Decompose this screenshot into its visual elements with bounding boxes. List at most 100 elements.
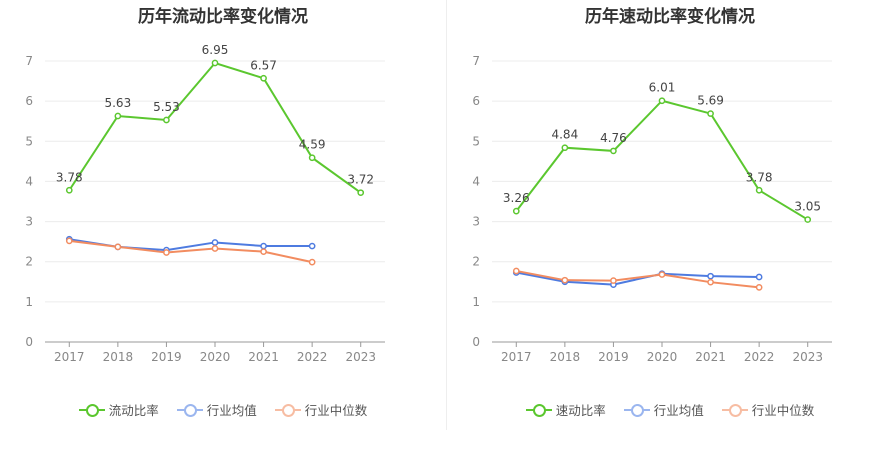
data-label: 3.78 bbox=[746, 170, 773, 184]
data-label: 3.05 bbox=[794, 200, 821, 214]
data-point bbox=[211, 239, 219, 246]
data-point bbox=[755, 273, 763, 281]
data-label: 4.59 bbox=[299, 138, 326, 152]
data-point bbox=[658, 271, 666, 278]
data-label: 6.01 bbox=[649, 81, 676, 95]
panel-divider bbox=[446, 0, 447, 430]
data-label: 5.63 bbox=[104, 96, 131, 110]
y-tick-label: 7 bbox=[25, 54, 33, 68]
series-line bbox=[68, 61, 362, 194]
x-tick-label: 2019 bbox=[151, 350, 182, 364]
y-tick-label: 3 bbox=[472, 215, 480, 229]
x-tick-label: 2020 bbox=[200, 350, 231, 364]
data-point bbox=[163, 249, 170, 256]
data-point bbox=[163, 116, 170, 124]
series-line bbox=[516, 269, 760, 289]
x-tick-label: 2023 bbox=[792, 350, 823, 364]
legend-line-circle-icon bbox=[525, 403, 552, 417]
series-line bbox=[515, 99, 809, 221]
data-label: 6.95 bbox=[202, 43, 229, 57]
data-point bbox=[561, 276, 569, 284]
data-point bbox=[707, 272, 714, 280]
y-tick-label: 4 bbox=[472, 174, 480, 188]
current-ratio-plot: 0 1 2 3 4 5 6 7 2017 2018 2019 2020 2021 2022 2023 3.78… bbox=[25, 43, 385, 364]
legend-label: 行业中位数 bbox=[751, 403, 815, 418]
legend-line-circle-icon bbox=[176, 403, 203, 417]
data-point bbox=[658, 97, 666, 105]
x-tick-label: 2019 bbox=[598, 350, 629, 364]
y-tick-label: 0 bbox=[25, 335, 33, 349]
chart-legend: 速动比率 行业均值 行业中位数 bbox=[447, 400, 893, 419]
y-tick-label: 1 bbox=[25, 295, 33, 309]
data-point bbox=[65, 186, 73, 194]
chart-title: 历年速动比率变化情况 bbox=[585, 7, 755, 27]
chart-legend: 流动比率 行业均值 行业中位数 bbox=[0, 400, 446, 419]
data-label: 3.78 bbox=[56, 170, 83, 184]
y-tick-label: 6 bbox=[472, 94, 480, 108]
data-point bbox=[357, 189, 365, 197]
data-point bbox=[260, 74, 267, 82]
data-point bbox=[707, 110, 714, 117]
y-tick-label: 0 bbox=[472, 335, 480, 349]
data-point bbox=[308, 242, 316, 250]
legend-line-circle-icon bbox=[623, 403, 650, 417]
x-tick-label: 2023 bbox=[345, 350, 376, 364]
y-tick-label: 2 bbox=[25, 255, 33, 269]
data-point bbox=[512, 267, 520, 275]
data-label: 5.69 bbox=[697, 94, 724, 108]
data-label: 3.26 bbox=[503, 191, 530, 205]
data-point bbox=[755, 284, 763, 291]
y-tick-label: 4 bbox=[25, 174, 33, 188]
data-point bbox=[755, 186, 763, 194]
data-point bbox=[211, 245, 219, 252]
legend-line-circle-icon bbox=[274, 403, 301, 417]
data-point bbox=[561, 144, 569, 152]
data-point bbox=[512, 207, 520, 215]
legend-label: 行业中位数 bbox=[304, 403, 368, 418]
quick-ratio-plot: 0 1 2 3 4 5 6 7 2017 2018 2019 2020 2021 2022 2023 3.26… bbox=[472, 54, 832, 364]
data-label: 6.57 bbox=[250, 58, 277, 72]
data-label: 4.84 bbox=[551, 128, 578, 142]
data-label: 5.53 bbox=[153, 100, 180, 114]
data-point bbox=[308, 258, 316, 266]
series-line bbox=[516, 271, 760, 286]
data-point bbox=[610, 277, 617, 284]
data-point bbox=[114, 112, 122, 120]
data-label: 4.76 bbox=[600, 131, 627, 145]
y-tick-label: 6 bbox=[25, 94, 33, 108]
y-tick-label: 5 bbox=[472, 134, 480, 148]
legend-label: 行业均值 bbox=[206, 403, 257, 418]
data-point bbox=[211, 59, 219, 67]
legend-line-circle-icon bbox=[78, 403, 105, 417]
x-tick-label: 2022 bbox=[297, 350, 328, 364]
legend-item-industry-median[interactable]: 行业中位数 bbox=[274, 400, 368, 419]
data-point bbox=[260, 248, 267, 256]
data-point bbox=[65, 237, 73, 245]
y-tick-label: 5 bbox=[25, 134, 33, 148]
legend-line-circle-icon bbox=[721, 403, 748, 417]
legend-item-industry-median[interactable]: 行业中位数 bbox=[721, 400, 815, 419]
legend-label: 流动比率 bbox=[108, 403, 159, 418]
data-point bbox=[804, 216, 812, 223]
y-tick-label: 3 bbox=[25, 215, 33, 229]
current-ratio-chart: 历年流动比率变化情况 0 1 2 3 4 5 6 7 2017 2018 2019 2020 2021 2… bbox=[0, 0, 446, 458]
legend-item-quick-ratio[interactable]: 速动比率 bbox=[525, 400, 606, 419]
legend-label: 行业均值 bbox=[653, 403, 704, 418]
legend-item-industry-average[interactable]: 行业均值 bbox=[623, 400, 704, 419]
legend-item-current-ratio[interactable]: 流动比率 bbox=[78, 400, 159, 419]
data-point bbox=[114, 243, 122, 251]
x-tick-label: 2020 bbox=[647, 350, 678, 364]
x-tick-label: 2021 bbox=[248, 350, 279, 364]
y-tick-label: 7 bbox=[472, 54, 480, 68]
y-tick-label: 2 bbox=[472, 255, 480, 269]
data-label: 3.72 bbox=[347, 173, 374, 187]
y-tick-label: 1 bbox=[472, 295, 480, 309]
quick-ratio-chart: 历年速动比率变化情况 0 1 2 3 4 5 6 7 2017 2018 2019 2020 2021 2… bbox=[447, 0, 893, 458]
data-point bbox=[260, 242, 267, 250]
data-point bbox=[610, 147, 617, 155]
legend-item-industry-average[interactable]: 行业均值 bbox=[176, 400, 257, 419]
x-tick-label: 2021 bbox=[695, 350, 726, 364]
x-tick-label: 2017 bbox=[54, 350, 85, 364]
x-tick-label: 2018 bbox=[550, 350, 581, 364]
x-tick-label: 2017 bbox=[501, 350, 532, 364]
